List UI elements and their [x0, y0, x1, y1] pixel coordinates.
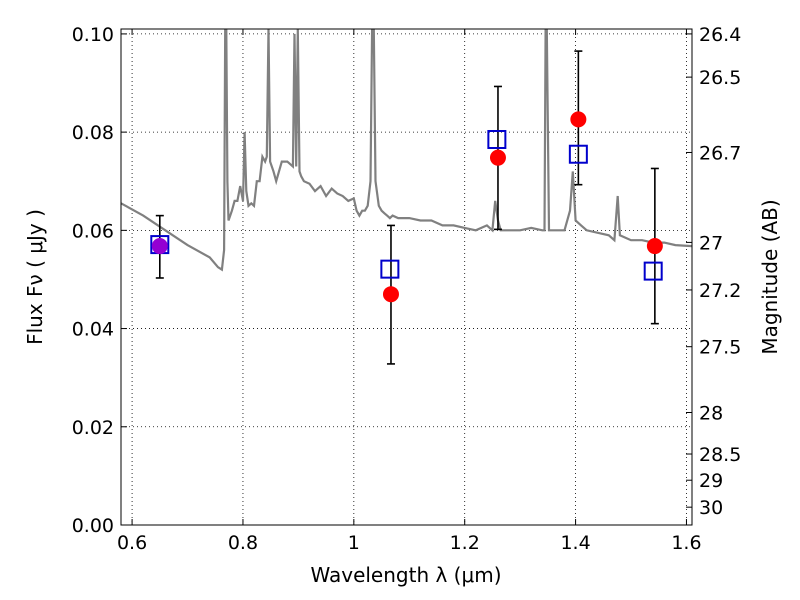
- right-tick-label: 29: [699, 470, 723, 492]
- right-axis-title: Magnitude (AB): [758, 199, 782, 354]
- y-tick-label: 0.00: [72, 515, 114, 537]
- x-tick-label: 1: [348, 532, 360, 554]
- y-tick-label: 0.10: [72, 24, 114, 46]
- observed-circle-marker: [489, 149, 506, 166]
- model-square-marker: [380, 259, 400, 279]
- observed-circle-marker: [570, 111, 587, 128]
- observed-photometry-markers: [151, 111, 663, 303]
- right-tick-label: 28.5: [699, 444, 741, 466]
- right-tick-label: 26.7: [699, 142, 741, 164]
- right-tick-label: 26.4: [699, 24, 741, 46]
- model-square-marker: [568, 144, 588, 164]
- x-tick-label: 0.6: [117, 532, 147, 554]
- x-tick-label: 0.8: [228, 532, 258, 554]
- right-tick-label: 30: [699, 497, 723, 519]
- model-photometry-markers: [150, 129, 663, 281]
- y-axis-title: Flux Fν ( μJy ): [23, 209, 47, 345]
- observed-circle-marker: [151, 238, 168, 255]
- x-tick-label: 1.4: [560, 532, 590, 554]
- y-tick-label: 0.04: [72, 319, 114, 341]
- plot-frame: [120, 28, 693, 526]
- observed-circle-marker: [646, 238, 663, 255]
- y-tick-label: 0.02: [72, 417, 114, 439]
- right-tick-label: 27.5: [699, 337, 741, 359]
- y-tick-label: 0.08: [72, 122, 114, 144]
- model-square-marker: [487, 129, 507, 149]
- axis-ticks: 0.6 0.8 1 1.2 1.4 1.6 0.00 0.02 0.04 0.06 0.08 0.10…: [72, 24, 742, 554]
- model-spectrum-line: [121, 29, 692, 272]
- grid-lines: [121, 29, 692, 525]
- y-tick-label: 0.06: [72, 220, 114, 242]
- right-tick-label: 27: [699, 232, 723, 254]
- x-axis-title: Wavelength λ (μm): [310, 563, 501, 587]
- x-tick-label: 1.6: [671, 532, 701, 554]
- right-tick-label: 27.2: [699, 280, 741, 302]
- model-square-marker: [643, 261, 663, 281]
- right-tick-label: 28: [699, 402, 723, 424]
- spectrum-layer: [121, 29, 692, 272]
- right-tick-label: 26.5: [699, 67, 741, 89]
- x-tick-label: 1.2: [450, 532, 480, 554]
- observed-circle-marker: [382, 286, 399, 303]
